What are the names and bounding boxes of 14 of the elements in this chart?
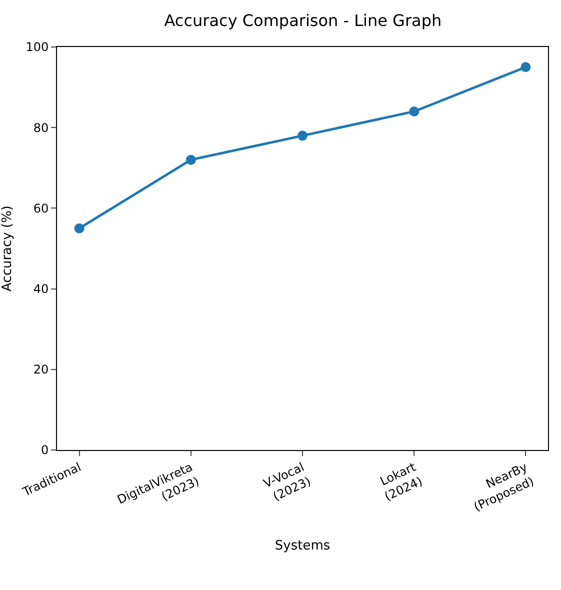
point xyxy=(186,154,196,165)
point xyxy=(520,62,531,72)
y-tick-label: 20 xyxy=(33,362,49,377)
chart-title: Accuracy Comparison - Line Graph xyxy=(164,10,442,30)
y-tick-label: 100 xyxy=(26,40,49,54)
y-tick-label: 80 xyxy=(33,120,49,135)
y-tick-label: 0 xyxy=(40,443,49,458)
point xyxy=(74,223,84,234)
y-tick-label: 40 xyxy=(33,282,49,296)
y-axis-title: Accuracy (%) xyxy=(0,206,15,292)
x-axis-title: Systems xyxy=(274,538,330,554)
point xyxy=(409,106,420,116)
point xyxy=(298,130,308,141)
y-tick-label: 60 xyxy=(33,201,49,216)
